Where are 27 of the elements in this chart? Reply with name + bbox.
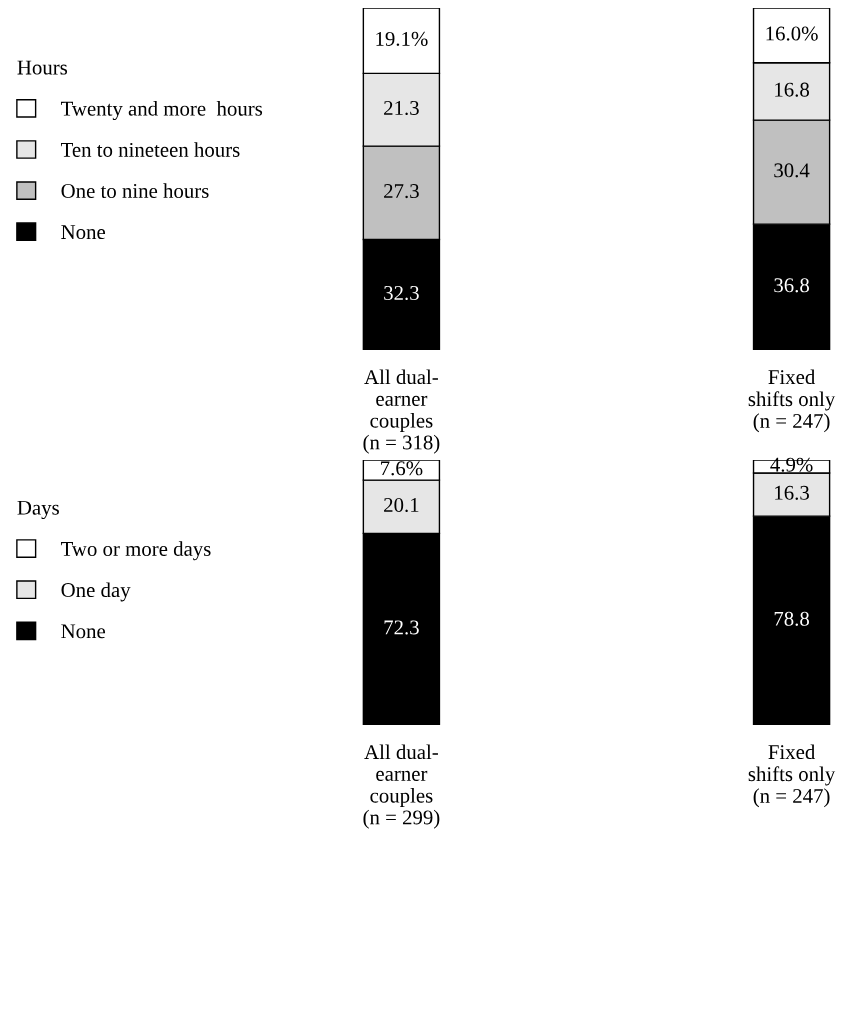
legend-label: None — [61, 225, 106, 240]
data-label: 78.8 — [774, 611, 810, 626]
data-label: 36.8 — [774, 278, 810, 293]
legend-title: Hours — [17, 60, 68, 75]
data-label: 72.3 — [384, 620, 419, 635]
data-label: 19.1% — [376, 31, 428, 46]
data-label: 7.6% — [381, 461, 423, 476]
x-tick-label: Fixed shifts only (n = 247) — [748, 369, 836, 433]
legend-label: One day — [61, 582, 131, 602]
data-label: 20.1 — [384, 497, 419, 513]
data-label: 16.3 — [775, 485, 809, 500]
data-label: 32.3 — [384, 285, 419, 301]
x-tick-label: Fixed shifts only (n = 247) — [748, 744, 836, 808]
data-label: 16.0% — [766, 26, 818, 41]
data-label: 16.8 — [775, 82, 810, 97]
legend-label: None — [61, 624, 106, 639]
data-label: 21.3 — [384, 100, 419, 116]
data-label: 27.3 — [384, 184, 419, 199]
legend-label: One to nine hours — [61, 183, 209, 198]
data-label: 4.9% — [770, 457, 813, 472]
data-label: 30.4 — [774, 163, 810, 178]
x-tick-label: All dual- earner couples (n = 318) — [363, 369, 440, 454]
legend-label: Twenty and more hours — [61, 101, 263, 121]
legend-label: Ten to nineteen hours — [61, 142, 240, 157]
legend-label: Two or more days — [61, 541, 211, 561]
x-tick-label: All dual- earner couples (n = 299) — [363, 744, 440, 829]
legend-title: Days — [17, 500, 59, 520]
